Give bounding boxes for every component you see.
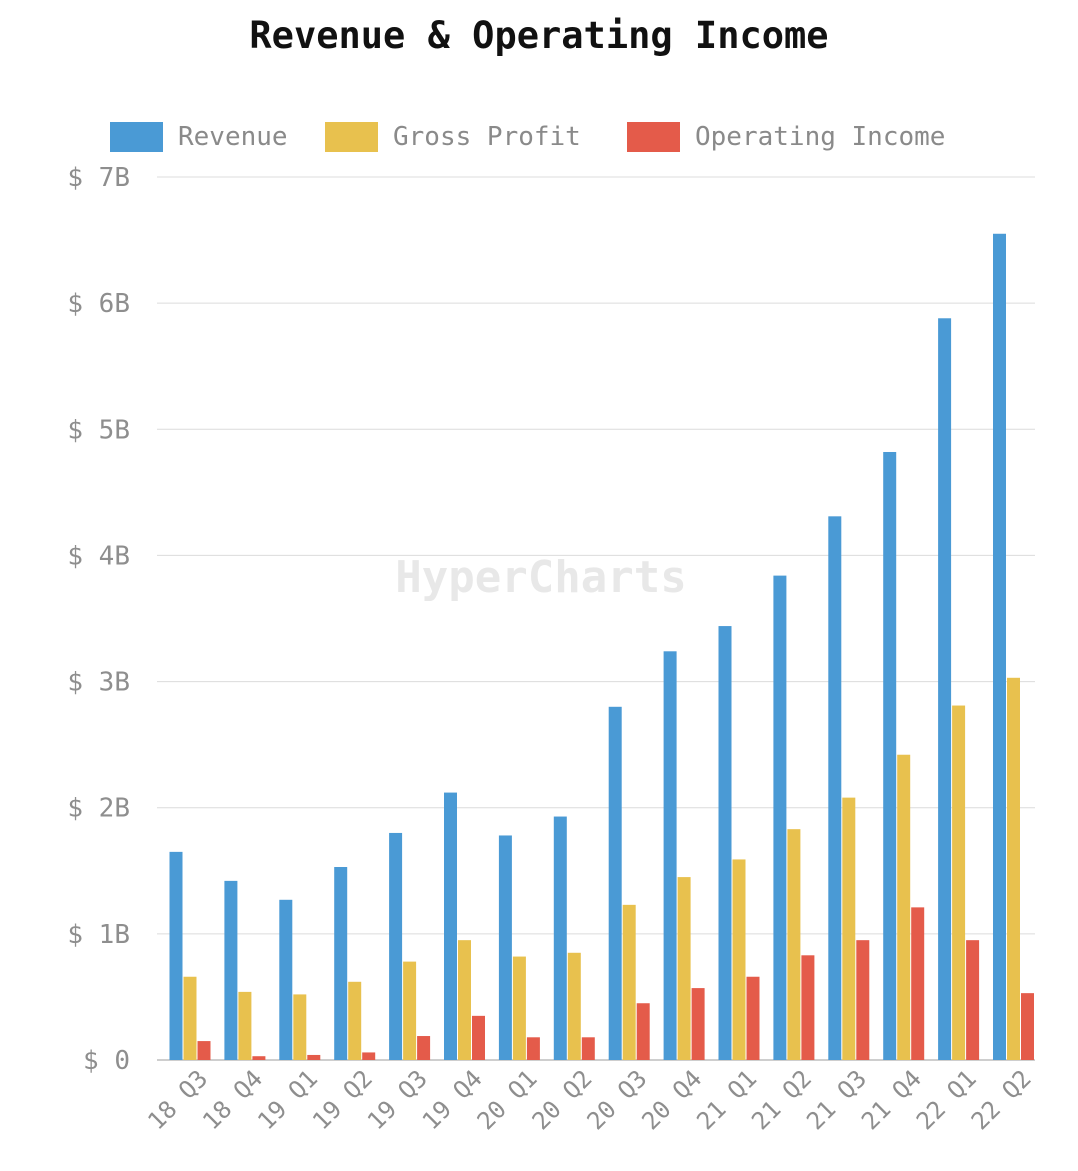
bar [417, 1036, 431, 1060]
bar [183, 976, 197, 1060]
bar [718, 626, 732, 1060]
bar [526, 1037, 540, 1060]
y-tick-label: $ 2B [67, 794, 130, 824]
y-tick-label: $ 1B [67, 920, 130, 950]
y-tick-label: $ 6B [67, 289, 130, 319]
bar [636, 1003, 650, 1060]
bar [1021, 993, 1034, 1060]
bar [362, 1052, 376, 1060]
bar [238, 991, 252, 1060]
bar [444, 792, 457, 1060]
bar [732, 859, 746, 1060]
bar [279, 899, 293, 1060]
bar [746, 976, 760, 1060]
chart-title: Revenue & Operating Income [249, 14, 829, 57]
y-tick-label: $ 0 [83, 1046, 130, 1076]
y-tick-label: $ 5B [67, 415, 130, 445]
legend-label: Operating Income [695, 122, 945, 152]
watermark: HyperCharts [395, 552, 686, 603]
legend-label: Gross Profit [393, 122, 581, 152]
bar [307, 1054, 321, 1060]
x-tick-label: 22 Q2 [966, 1064, 1037, 1135]
bar [663, 651, 677, 1060]
bar [567, 952, 581, 1060]
bar [911, 907, 925, 1060]
bar [348, 981, 362, 1060]
bar [1007, 677, 1020, 1060]
bar [334, 867, 348, 1060]
bar [938, 318, 952, 1060]
bar [842, 797, 856, 1060]
bar [581, 1037, 595, 1060]
x-tick-label: 21 Q3 [801, 1064, 872, 1135]
bar [993, 233, 1006, 1060]
x-tick-label: 21 Q2 [746, 1064, 817, 1135]
x-tick-label: 20 Q1 [472, 1064, 543, 1135]
x-tick-label: 19 Q3 [362, 1064, 433, 1135]
bar [773, 575, 787, 1060]
x-tick-label: 19 Q2 [307, 1064, 378, 1135]
legend-swatch [325, 122, 378, 152]
x-tick-label: 20 Q4 [636, 1064, 707, 1135]
y-tick-label: $ 7B [67, 163, 130, 193]
bar [498, 835, 512, 1060]
bar [553, 816, 567, 1060]
bar [897, 754, 911, 1060]
x-tick-label: 18 Q3 [142, 1064, 213, 1135]
bar [966, 940, 980, 1060]
bar [389, 832, 403, 1060]
bar [293, 994, 307, 1060]
bar [169, 851, 183, 1060]
x-tick-label: 22 Q1 [911, 1064, 982, 1135]
bar [691, 988, 705, 1060]
bar [197, 1041, 211, 1060]
x-tick-label: 21 Q4 [856, 1064, 927, 1135]
x-tick-label: 19 Q4 [417, 1064, 488, 1135]
bar [883, 451, 897, 1060]
y-tick-label: $ 3B [67, 668, 130, 698]
legend-swatch [110, 122, 163, 152]
x-tick-label: 18 Q4 [197, 1064, 268, 1135]
x-tick-label: 20 Q3 [582, 1064, 653, 1135]
bar [608, 706, 622, 1060]
bar [512, 956, 526, 1060]
x-tick-label: 20 Q2 [527, 1064, 598, 1135]
bar [472, 1015, 485, 1060]
bar [403, 961, 417, 1060]
legend-label: Revenue [178, 122, 288, 152]
bar [252, 1056, 266, 1060]
y-tick-label: $ 4B [67, 541, 130, 571]
bar [856, 940, 870, 1060]
bar [622, 904, 636, 1060]
bar [458, 940, 471, 1060]
bar [952, 705, 966, 1060]
x-tick-label: 19 Q1 [252, 1064, 323, 1135]
bar [224, 880, 238, 1060]
legend-swatch [627, 122, 680, 152]
bar [801, 955, 815, 1060]
bar [787, 829, 801, 1060]
bar [677, 877, 691, 1060]
x-tick-label: 21 Q1 [691, 1064, 762, 1135]
bar [828, 516, 842, 1060]
